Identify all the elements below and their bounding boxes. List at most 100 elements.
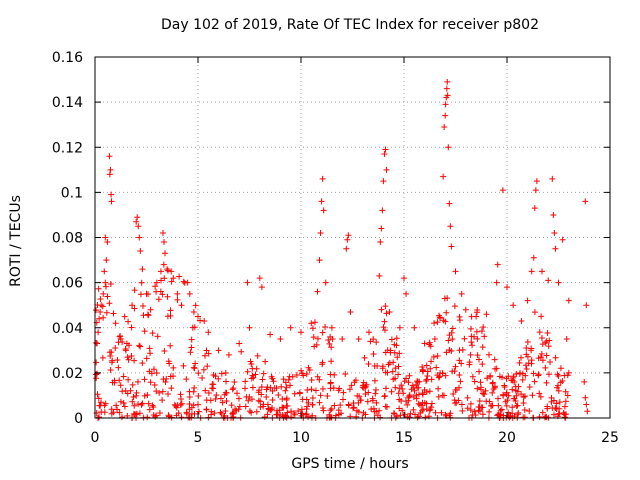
x-tick-label: 5: [194, 430, 203, 446]
data-point: [313, 341, 320, 348]
data-point: [317, 392, 324, 399]
data-point: [459, 407, 466, 414]
data-point: [542, 413, 549, 420]
data-point: [190, 364, 197, 371]
data-point: [256, 275, 263, 282]
data-point: [477, 379, 484, 386]
data-point: [520, 394, 527, 401]
data-point: [462, 306, 469, 313]
data-point: [513, 403, 520, 410]
data-point: [545, 371, 552, 378]
data-point: [129, 398, 136, 405]
data-point: [552, 404, 559, 411]
data-point: [362, 383, 369, 390]
data-point: [320, 207, 327, 214]
data-point: [345, 232, 352, 239]
data-point: [355, 336, 362, 343]
data-point: [304, 403, 311, 410]
data-point: [167, 342, 174, 349]
data-point: [530, 370, 537, 377]
data-point: [207, 397, 214, 404]
data-point: [392, 384, 399, 391]
data-point: [381, 393, 388, 400]
data-point: [360, 409, 367, 416]
data-point: [561, 403, 568, 410]
data-point: [180, 362, 187, 369]
data-point: [583, 302, 590, 309]
data-point: [372, 386, 379, 393]
data-point: [452, 386, 459, 393]
data-point: [326, 414, 333, 421]
data-point: [494, 261, 501, 268]
data-point: [377, 239, 384, 246]
data-point: [200, 366, 207, 373]
data-point: [379, 207, 386, 214]
data-point: [308, 320, 315, 327]
data-point: [408, 386, 415, 393]
data-point: [208, 411, 215, 418]
data-point: [314, 335, 321, 342]
data-point: [183, 376, 190, 383]
data-point: [468, 339, 475, 346]
data-point: [211, 410, 218, 417]
data-point: [420, 367, 427, 374]
data-point: [442, 411, 449, 418]
data-point: [147, 379, 154, 386]
data-point: [236, 340, 243, 347]
data-point: [168, 268, 175, 275]
data-point: [160, 261, 167, 268]
data-point: [125, 342, 132, 349]
data-point: [450, 391, 457, 398]
data-point: [581, 378, 588, 385]
data-point: [162, 250, 169, 257]
data-point: [528, 357, 535, 364]
data-point: [482, 387, 489, 394]
data-point: [327, 407, 334, 414]
data-point: [195, 313, 201, 320]
data-point: [479, 344, 486, 351]
data-point: [252, 371, 259, 378]
data-point: [489, 379, 496, 386]
data-point: [563, 336, 570, 343]
data-point: [283, 384, 290, 391]
data-point: [464, 394, 471, 401]
data-point: [273, 411, 280, 418]
data-point: [218, 370, 225, 377]
data-point: [478, 328, 485, 335]
data-point: [337, 402, 344, 409]
data-point: [285, 376, 292, 383]
data-point: [282, 387, 289, 394]
data-point: [442, 372, 449, 379]
data-point: [145, 291, 152, 298]
data-point: [157, 288, 164, 295]
data-point: [242, 385, 249, 392]
data-point: [471, 378, 478, 385]
data-point: [114, 406, 121, 413]
data-point: [519, 376, 526, 383]
data-point: [139, 266, 146, 273]
data-point: [204, 363, 211, 370]
data-point: [550, 411, 557, 418]
data-point: [378, 225, 385, 232]
data-point: [343, 245, 350, 252]
data-point: [538, 350, 545, 357]
data-point: [195, 393, 202, 400]
data-point: [536, 390, 543, 397]
data-point: [149, 330, 156, 337]
data-point: [133, 218, 140, 225]
data-point: [293, 371, 300, 378]
data-point: [469, 373, 476, 380]
data-point: [472, 411, 479, 418]
data-point: [246, 324, 253, 331]
data-point: [446, 412, 453, 419]
data-point: [107, 166, 114, 173]
data-point: [316, 376, 323, 383]
data-point: [467, 325, 474, 332]
data-point: [186, 400, 193, 407]
data-point: [364, 398, 371, 405]
data-point: [531, 309, 538, 316]
data-point: [271, 384, 278, 391]
data-point: [205, 414, 212, 421]
data-point: [467, 407, 474, 414]
data-point: [104, 239, 111, 246]
